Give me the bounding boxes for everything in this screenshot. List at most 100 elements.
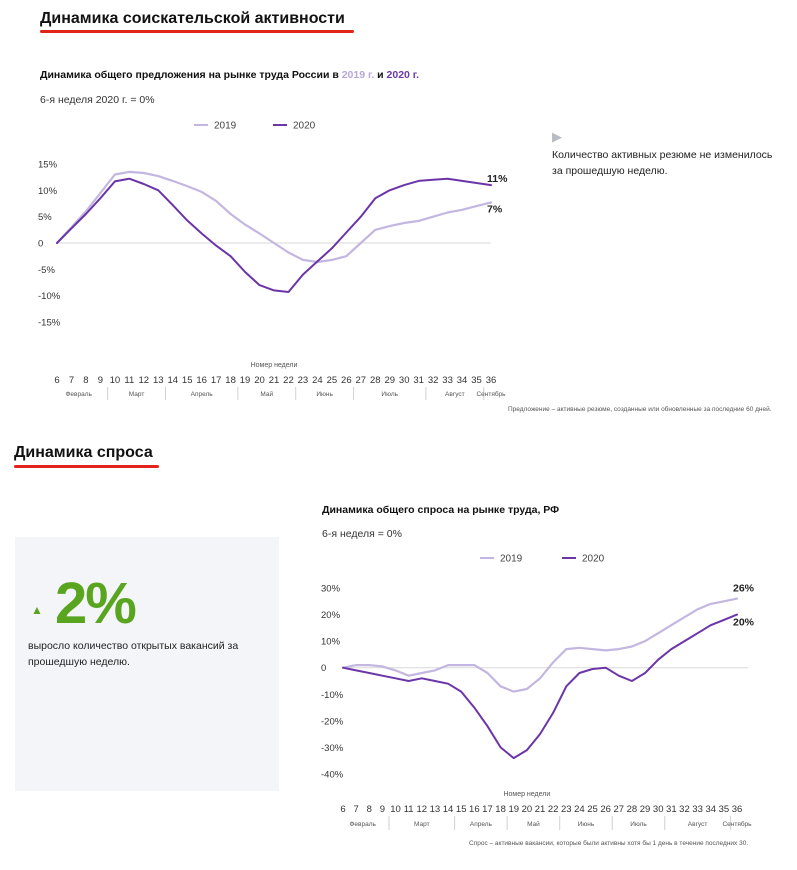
supply-month-label: Март — [129, 391, 145, 398]
supply-x-tick-label: 32 — [428, 375, 439, 386]
supply-x-axis-title: Номер недели — [251, 362, 298, 369]
demand-x-tick-label: 33 — [692, 804, 703, 815]
demand-x-tick-label: 11 — [404, 804, 414, 815]
demand-end-label-2019: 26% — [733, 583, 755, 595]
demand-y-tick-label: -40% — [321, 770, 344, 781]
demand-end-label-2020: 20% — [733, 617, 755, 629]
supply-y-tick-label: 10% — [38, 186, 58, 197]
supply-x-tick-label: 18 — [225, 375, 236, 386]
supply-end-label-2020: 11% — [487, 173, 508, 185]
supply-x-tick-label: 9 — [98, 375, 103, 386]
demand-x-tick-label: 30 — [653, 804, 664, 815]
supply-x-tick-label: 14 — [167, 375, 178, 386]
demand-x-tick-label: 6 — [340, 804, 345, 815]
demand-x-tick-label: 20 — [522, 804, 533, 815]
demand-y-tick-label: -20% — [321, 716, 344, 727]
supply-month-label: Август — [445, 391, 465, 398]
demand-x-tick-label: 25 — [587, 804, 598, 815]
supply-month-label: Июль — [381, 391, 398, 398]
demand-month-label: Май — [527, 820, 540, 828]
demand-x-tick-label: 12 — [417, 804, 428, 815]
demand-footnote: Спрос – активные вакансии, которые были … — [469, 840, 749, 847]
supply-y-tick-label: 0 — [38, 239, 43, 250]
demand-legend-label-2020: 2020 — [582, 554, 605, 565]
supply-x-tick-label: 29 — [384, 375, 395, 386]
supply-x-tick-label: 10 — [110, 375, 121, 386]
supply-month-label: Сентябрь — [476, 390, 506, 398]
supply-note-marker: ▶ — [552, 129, 562, 144]
growth-percent-value: 2% — [55, 571, 137, 636]
supply-x-tick-label: 27 — [356, 375, 367, 386]
supply-x-tick-label: 11 — [124, 375, 134, 386]
demand-x-tick-label: 27 — [614, 804, 625, 815]
demand-x-tick-label: 7 — [353, 804, 358, 815]
demand-x-tick-label: 29 — [640, 804, 651, 815]
demand-x-tick-label: 24 — [574, 804, 585, 815]
supply-note: Количество активных резюме не изменилось… — [552, 149, 773, 177]
supply-chart-title: Динамика общего предложения на рынке тру… — [40, 69, 419, 81]
demand-month-label: Июнь — [578, 821, 595, 828]
demand-x-axis-title: Номер недели — [503, 791, 550, 798]
supply-y-tick-label: -5% — [38, 265, 55, 276]
demand-month-label: Апрель — [470, 821, 493, 828]
supply-y-tick-label: -10% — [38, 291, 61, 302]
demand-chart-title: Динамика общего спроса на рынке труда, Р… — [322, 504, 560, 516]
supply-x-tick-label: 20 — [254, 375, 265, 386]
demand-heading-underline — [14, 465, 159, 468]
supply-title-year-2019: 2019 г. — [341, 69, 375, 81]
demand-x-tick-label: 35 — [719, 804, 730, 815]
supply-month-label: Февраль — [65, 391, 92, 398]
demand-x-tick-label: 15 — [456, 804, 467, 815]
supply-legend-label-2020: 2020 — [293, 121, 316, 132]
demand-x-tick-label: 34 — [705, 804, 716, 815]
demand-y-tick-label: 20% — [321, 610, 341, 621]
supply-x-tick-label: 17 — [211, 375, 222, 386]
supply-y-tick-label: 15% — [38, 160, 58, 171]
demand-legend-label-2019: 2019 — [500, 554, 523, 565]
supply-x-tick-label: 23 — [298, 375, 309, 386]
supply-x-tick-label: 34 — [457, 375, 468, 386]
supply-legend-label-2019: 2019 — [214, 121, 237, 132]
supply-series-line-2020 — [56, 177, 492, 293]
demand-x-tick-label: 16 — [469, 804, 480, 815]
demand-month-label: Февраль — [349, 821, 376, 828]
demand-x-tick-label: 26 — [600, 804, 611, 815]
demand-x-tick-label: 28 — [627, 804, 638, 815]
supply-x-tick-label: 35 — [471, 375, 482, 386]
demand-x-tick-label: 9 — [380, 804, 385, 815]
demand-x-tick-label: 14 — [443, 804, 454, 815]
supply-baseline-note: 6-я неделя 2020 г. = 0% — [40, 94, 155, 106]
supply-month-label: Апрель — [191, 391, 214, 398]
demand-x-tick-label: 31 — [666, 804, 677, 815]
demand-chart: 30% 20% 10% 0 -10% -20% -30% -40% 2019 2020 26% 20%… — [321, 554, 755, 830]
supply-x-tick-label: 8 — [83, 375, 88, 386]
demand-x-tick-label: 21 — [535, 804, 546, 815]
demand-x-tick-label: 22 — [548, 804, 559, 815]
supply-x-tick-label: 12 — [139, 375, 150, 386]
demand-section-heading: Динамика спроса — [14, 444, 153, 461]
supply-title-prefix: Динамика общего предложения на рынке тру… — [40, 69, 342, 81]
demand-y-tick-label: 10% — [321, 637, 341, 648]
supply-title-and: и — [374, 69, 387, 81]
supply-x-tick-label: 6 — [54, 375, 59, 386]
supply-x-tick-label: 33 — [442, 375, 453, 386]
demand-x-tick-label: 17 — [482, 804, 493, 815]
supply-x-tick-label: 26 — [341, 375, 352, 386]
demand-x-tick-label: 10 — [390, 804, 401, 815]
demand-y-tick-label: 30% — [321, 584, 341, 595]
supply-x-tick-label: 24 — [312, 375, 323, 386]
supply-x-tick-label: 21 — [269, 375, 280, 386]
supply-title-year-2020: 2020 г. — [386, 69, 420, 81]
demand-y-tick-label: 0 — [321, 663, 326, 674]
demand-highlight-panel: ▲ 2% выросло количество открытых ваканси… — [15, 537, 279, 791]
supply-x-tick-label: 25 — [327, 375, 338, 386]
supply-heading-underline — [40, 30, 354, 33]
supply-month-label: Май — [260, 390, 273, 398]
supply-x-tick-label: 22 — [283, 375, 294, 386]
demand-baseline-note: 6-я неделя = 0% — [322, 528, 402, 540]
supply-chart: 15% 10% 5% 0 -5% -10% -15% 2019 2020 7% 11% Номер н… — [38, 121, 508, 400]
demand-x-tick-label: 8 — [367, 804, 372, 815]
supply-end-label-2019: 7% — [487, 203, 503, 215]
demand-x-tick-label: 36 — [732, 804, 743, 815]
demand-month-label: Март — [414, 821, 430, 828]
